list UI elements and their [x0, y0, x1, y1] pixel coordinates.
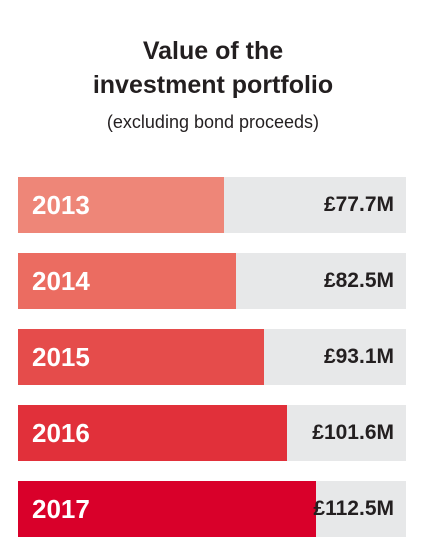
bar-2014	[18, 253, 236, 309]
bar-label-2015: 2015	[32, 342, 90, 372]
bar-value-2016: £101.6M	[312, 421, 394, 444]
chart-subtitle: (excluding bond proceeds)	[106, 112, 320, 132]
bar-row-2014: 2014 £82.5M	[18, 253, 406, 309]
bar-value-2013: £77.7M	[323, 193, 394, 216]
bar-label-2016: 2016	[32, 418, 90, 448]
chart-title-line-2: investment portfolio	[92, 71, 334, 99]
chart-title-line-1: Value of the	[142, 37, 284, 65]
bar-value-2015: £93.1M	[323, 345, 394, 368]
bar-value-2014: £82.5M	[323, 269, 394, 292]
bar-row-2015: 2015 £93.1M	[18, 329, 406, 385]
bar-row-2013: 2013 £77.7M	[18, 177, 406, 233]
bar-list: 2013 £77.7M 2014 £82.5M 2015 £93.1M 2016 £101.6…	[18, 177, 406, 537]
bar-row-2016: 2016 £101.6M	[18, 405, 406, 461]
bar-2017	[18, 481, 316, 537]
bar-value-2017: £112.5M	[313, 497, 394, 520]
bar-2013	[18, 177, 224, 233]
bar-label-2014: 2014	[32, 266, 90, 296]
bar-2016	[18, 405, 287, 461]
bar-row-2017: 2017 £112.5M	[18, 481, 406, 537]
bar-label-2017: 2017	[32, 494, 90, 524]
bar-label-2013: 2013	[32, 190, 90, 220]
bar-2015	[18, 329, 264, 385]
